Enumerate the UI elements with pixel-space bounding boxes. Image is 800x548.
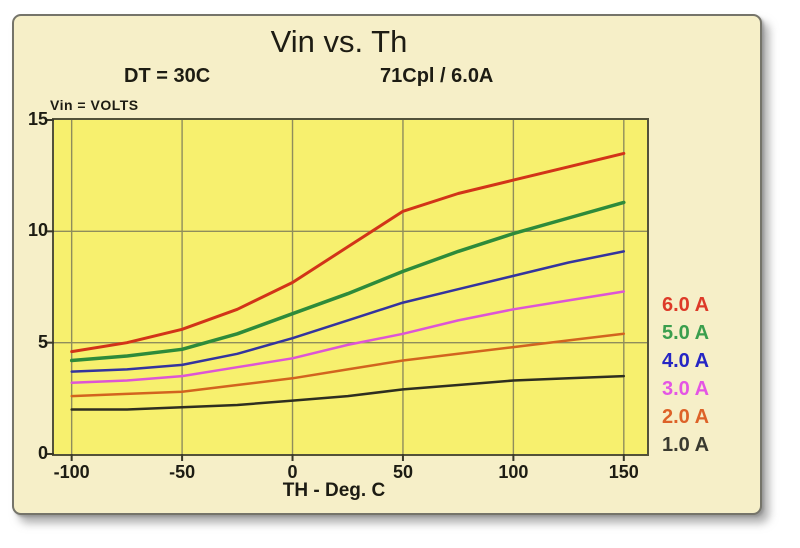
legend: 6.0 A 5.0 A 4.0 A 3.0 A 2.0 A 1.0 A — [662, 291, 709, 459]
x-tick-label-100: 100 — [498, 462, 529, 482]
chart-subtitle-dt: DT = 30C — [124, 65, 211, 87]
curve-3.0a — [70, 290, 626, 384]
chart-card: Vin vs. Th DT = 30C 71Cpl / 6.0A Vin = V… — [12, 14, 762, 515]
legend-item-5.0a: 5.0 A — [662, 322, 710, 344]
x-tick-label-150: 150 — [608, 462, 639, 482]
curve-2.0a — [70, 332, 626, 398]
legend-item-3.0a: 3.0 A — [662, 378, 710, 400]
y-tick-label-5: 5 — [37, 331, 48, 352]
legend-item-6.0a: 6.0 A — [662, 294, 710, 316]
curve-5.0a — [69, 200, 626, 363]
y-tick-label-10: 10 — [27, 220, 48, 241]
curve-4.0a — [70, 250, 626, 373]
plot-area — [46, 118, 649, 461]
chart-title: Vin vs. Th — [270, 24, 408, 59]
plot-canvas — [46, 119, 647, 461]
legend-item-1.0a: 1.0 A — [662, 434, 710, 456]
legend-item-4.0a: 4.0 A — [662, 350, 710, 372]
x-tick-label--50: -50 — [169, 462, 196, 482]
curve-6.0a — [70, 151, 626, 354]
x-axis-label: TH - Deg. C — [282, 480, 386, 501]
curve-1.0a — [70, 374, 626, 411]
legend-item-2.0a: 2.0 A — [662, 406, 710, 428]
y-tick-label-15: 15 — [27, 109, 48, 129]
x-tick-label-50: 50 — [392, 462, 413, 482]
x-tick-label-0: 0 — [287, 462, 298, 482]
y-tick-label-0: 0 — [37, 443, 48, 463]
x-tick-label--100: -100 — [53, 462, 90, 482]
y-axis-unit-label: Vin = VOLTS — [50, 97, 139, 113]
chart-subtitle-cpl: 71Cpl / 6.0A — [380, 65, 494, 87]
